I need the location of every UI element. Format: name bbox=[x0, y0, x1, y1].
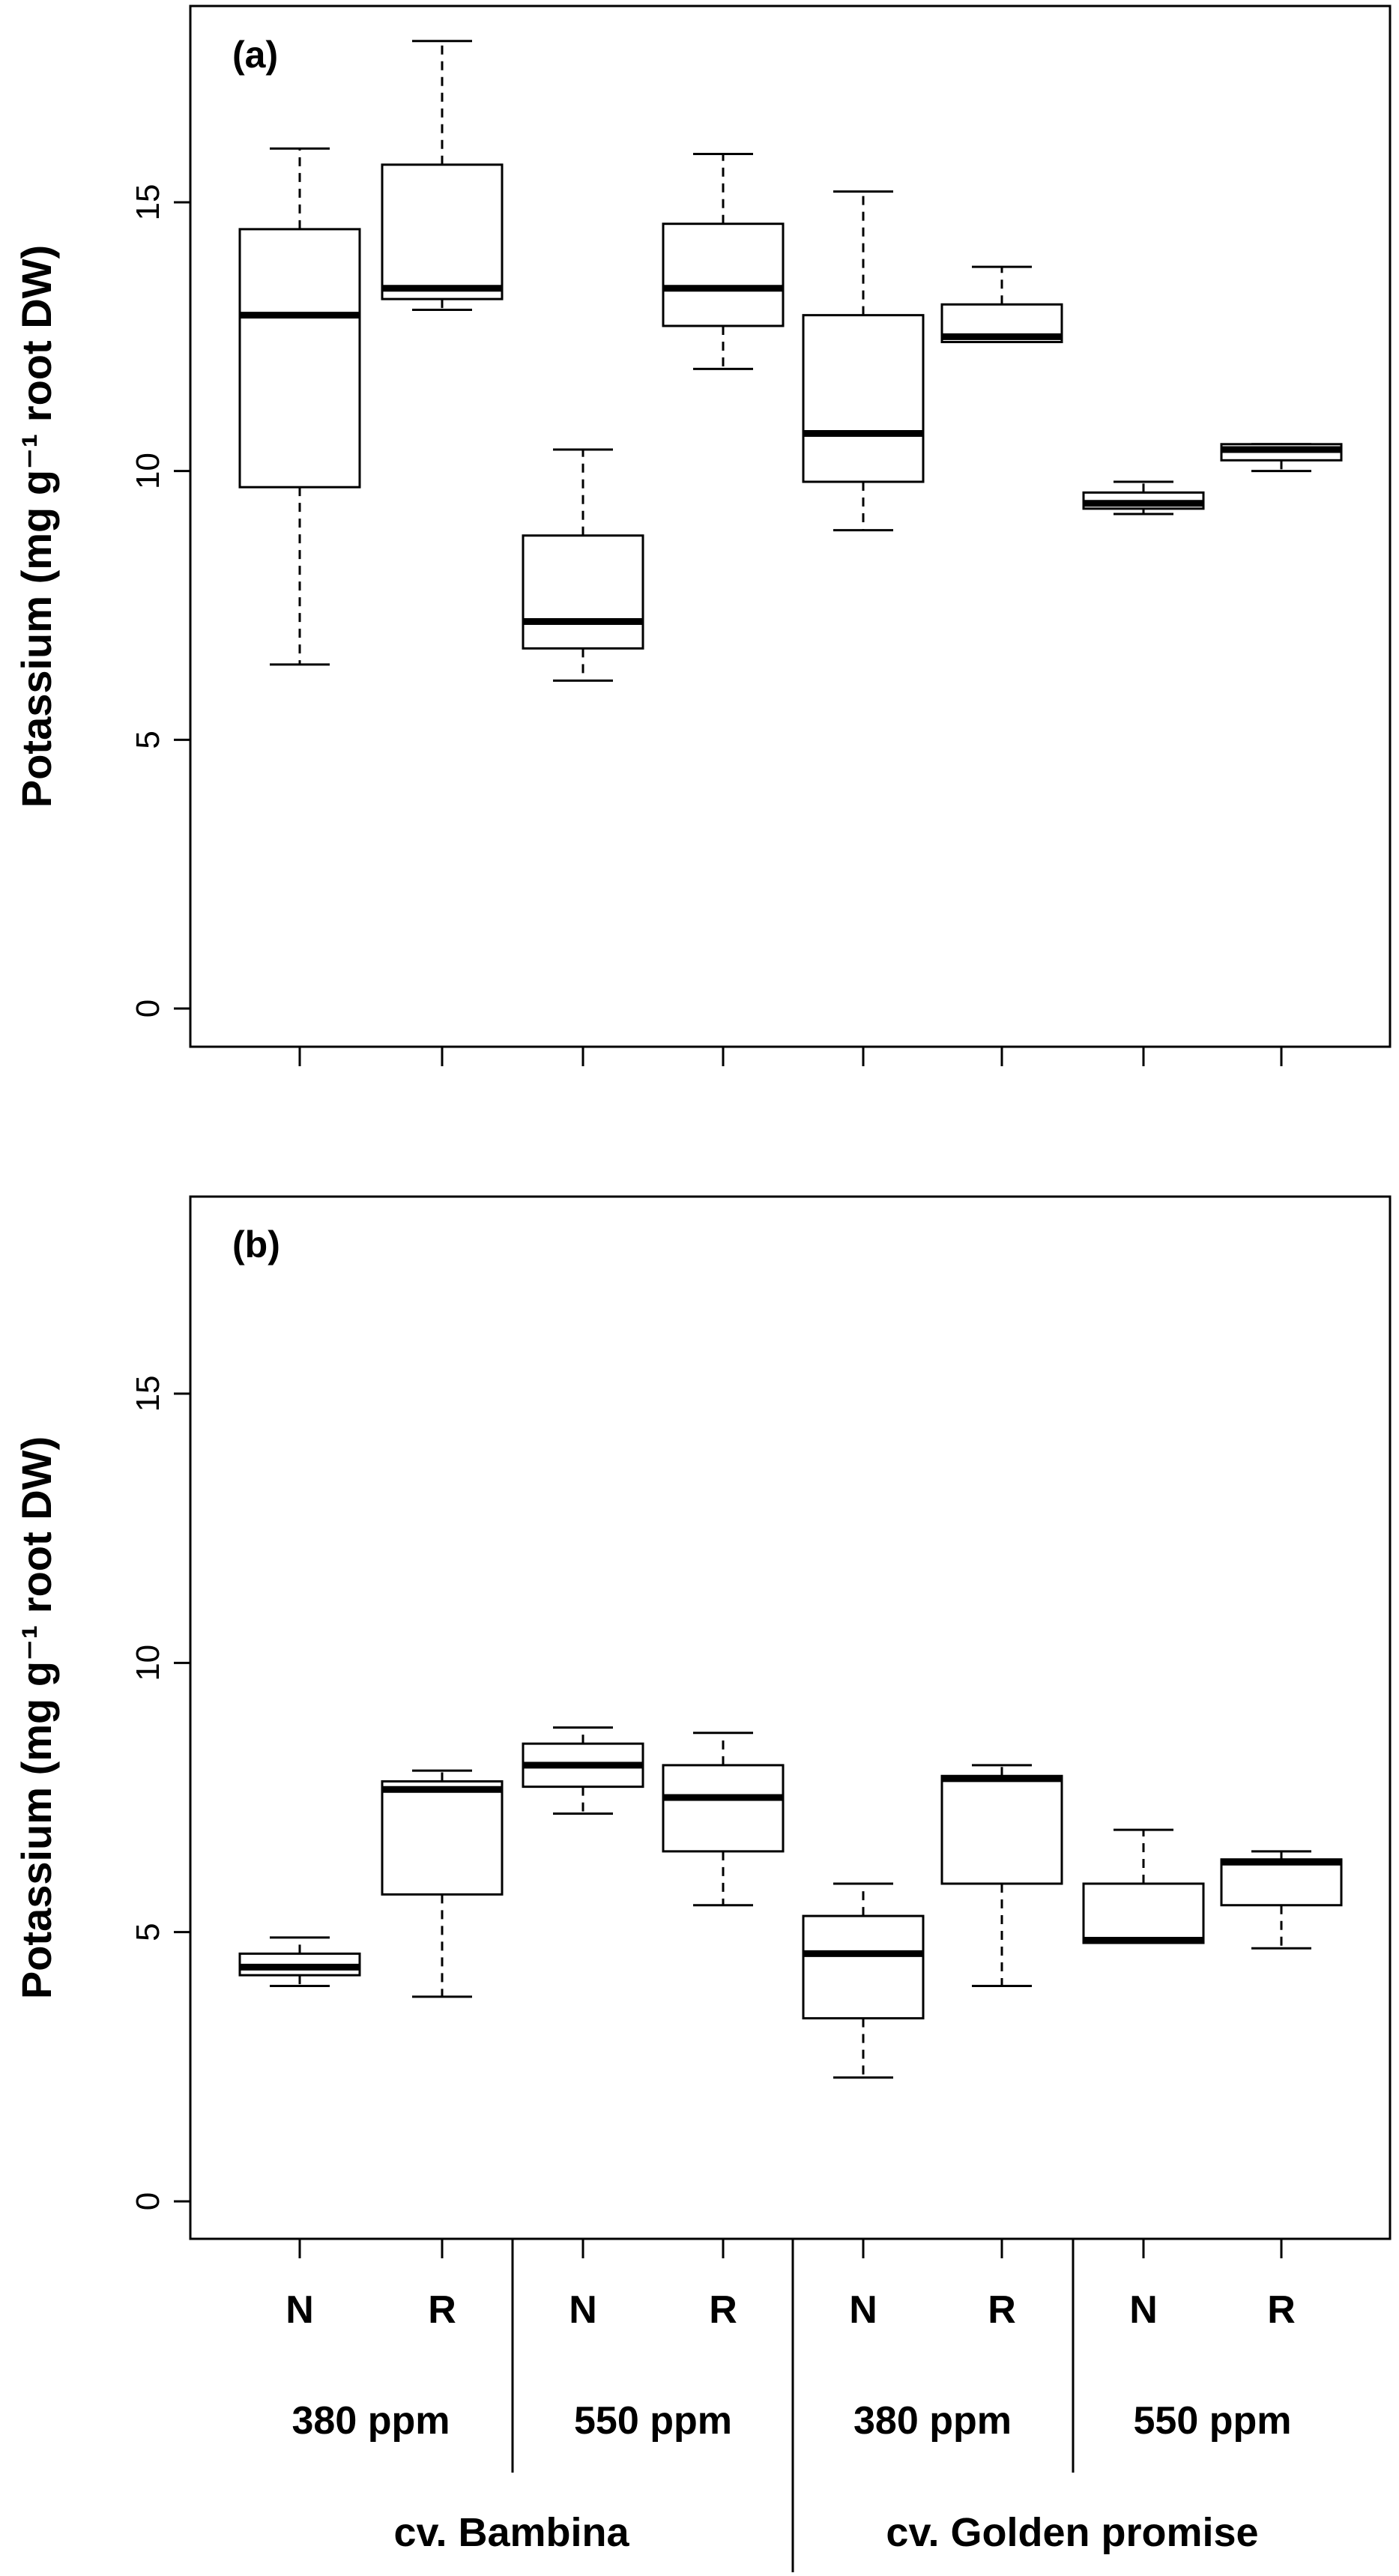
box-8 bbox=[1220, 443, 1343, 473]
treatment-label: N bbox=[849, 2288, 877, 2332]
box-7 bbox=[1082, 480, 1205, 515]
iqr-box bbox=[1082, 1882, 1205, 1944]
panel-label: (b) bbox=[232, 1224, 280, 1266]
panel-label: (a) bbox=[232, 34, 278, 76]
iqr-box bbox=[802, 314, 925, 483]
y-tick-label: 15 bbox=[130, 184, 166, 221]
y-tick-label: 15 bbox=[130, 1376, 166, 1412]
treatment-label: R bbox=[988, 2288, 1016, 2332]
iqr-box bbox=[662, 1764, 785, 1853]
co2-level-label: 550 ppm bbox=[574, 2399, 732, 2443]
iqr-box bbox=[662, 223, 785, 327]
co2-level-label: 550 ppm bbox=[1134, 2399, 1292, 2443]
co2-level-label: 380 ppm bbox=[853, 2399, 1012, 2443]
box-2 bbox=[381, 1769, 504, 1998]
iqr-box bbox=[381, 1780, 504, 1896]
iqr-box bbox=[381, 163, 504, 300]
treatment-label: R bbox=[709, 2288, 737, 2332]
y-tick-label: 10 bbox=[130, 1645, 166, 1681]
cultivar-label: cv. Bambina bbox=[393, 2510, 629, 2555]
y-axis-label: Potassium (mg g⁻¹ root DW) bbox=[13, 245, 60, 808]
iqr-box bbox=[1220, 1858, 1343, 1907]
treatment-label: N bbox=[569, 2288, 597, 2332]
box-7 bbox=[1082, 1828, 1205, 1944]
box-8 bbox=[1220, 1850, 1343, 1950]
y-tick-label: 5 bbox=[130, 731, 166, 749]
box-5 bbox=[802, 190, 925, 532]
y-tick-label: 0 bbox=[130, 1000, 166, 1018]
plot-frame bbox=[189, 4, 1392, 1048]
panel-b: (b) 0 5 10 15 Potassium (mg g⁻¹ root DW) bbox=[13, 1195, 1392, 2258]
box-1 bbox=[238, 147, 361, 666]
box-4 bbox=[662, 1732, 785, 1907]
y-tick-label: 5 bbox=[130, 1923, 166, 1941]
y-tick-label: 10 bbox=[130, 453, 166, 489]
plot-frame bbox=[189, 1195, 1392, 2240]
y-axis-label: Potassium (mg g⁻¹ root DW) bbox=[13, 1436, 60, 1999]
box-2 bbox=[381, 40, 504, 311]
iqr-box bbox=[238, 228, 361, 489]
treatment-label: R bbox=[428, 2288, 456, 2332]
x-axis-labels: N R N R N R N R 380 ppm 550 ppm 380 ppm 550 ppm cv. … bbox=[285, 2239, 1296, 2572]
box-4 bbox=[662, 152, 785, 370]
co2-level-label: 380 ppm bbox=[292, 2399, 450, 2443]
box-6 bbox=[940, 265, 1063, 344]
cultivar-label: cv. Golden promise bbox=[886, 2510, 1258, 2555]
box-6 bbox=[940, 1764, 1063, 1988]
box-3 bbox=[522, 1726, 644, 1815]
y-tick-label: 0 bbox=[130, 2192, 166, 2210]
iqr-box bbox=[940, 1774, 1063, 1885]
iqr-box bbox=[522, 534, 644, 650]
box-5 bbox=[802, 1882, 925, 2079]
panel-a: (a) 0 5 10 15 Potassium (mg g⁻¹ root DW) bbox=[13, 4, 1392, 1066]
box-1 bbox=[238, 1936, 361, 1988]
iqr-box bbox=[802, 1914, 925, 2020]
treatment-label: N bbox=[285, 2288, 314, 2332]
treatment-label: R bbox=[1267, 2288, 1296, 2332]
box-3 bbox=[522, 448, 644, 682]
treatment-label: N bbox=[1129, 2288, 1158, 2332]
